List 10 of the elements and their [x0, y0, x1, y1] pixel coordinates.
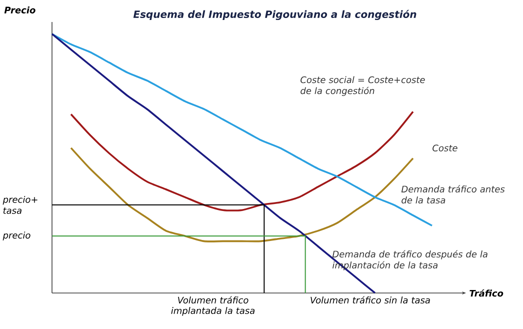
chart-title: Esquema del Impuesto Pigouviano a la congestión [133, 10, 416, 20]
ref-line-label: precio+ tasa [2, 196, 38, 214]
text: Volumen tráfico sin la tasa [310, 296, 430, 304]
text: Coste [432, 144, 458, 152]
series-label: Demanda tráfico antes de la tasa [401, 185, 505, 204]
x-axis-title: Tráfico [470, 289, 504, 297]
text: Coste social = Coste+coste de la congestión [300, 76, 425, 96]
text: Volumen tráfico implantada la tasa [171, 296, 255, 316]
ref-line-label: precio [2, 232, 30, 240]
y-axis-title: Precio [4, 6, 36, 14]
